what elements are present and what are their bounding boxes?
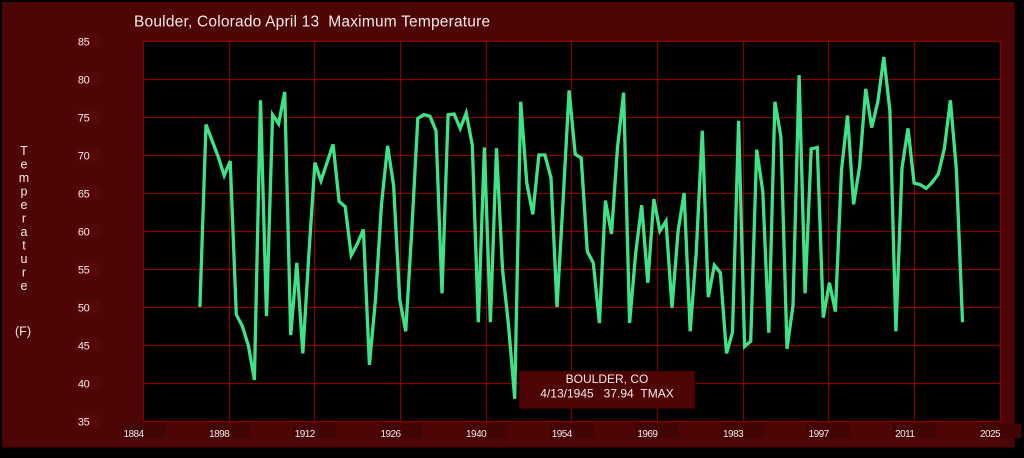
- svg-text:65: 65: [78, 189, 90, 201]
- svg-text:1926: 1926: [380, 429, 401, 440]
- svg-text:45: 45: [78, 341, 90, 353]
- svg-text:Boulder, Colorado April 13 Ma: Boulder, Colorado April 13 Maximum Tempe…: [134, 14, 490, 31]
- svg-text:T: T: [20, 144, 28, 158]
- svg-text:a: a: [21, 225, 28, 239]
- svg-text:80: 80: [78, 75, 90, 87]
- svg-text:2025: 2025: [980, 429, 1001, 440]
- svg-text:e: e: [21, 198, 28, 212]
- svg-text:(F): (F): [15, 324, 31, 338]
- svg-text:40: 40: [78, 379, 90, 391]
- svg-text:1898: 1898: [209, 429, 230, 440]
- svg-text:1884: 1884: [123, 429, 144, 440]
- svg-text:1969: 1969: [637, 429, 658, 440]
- svg-text:35: 35: [78, 417, 90, 429]
- svg-text:m: m: [19, 171, 29, 185]
- svg-text:e: e: [21, 279, 28, 293]
- svg-text:60: 60: [78, 227, 90, 239]
- svg-text:75: 75: [78, 113, 90, 125]
- svg-text:70: 70: [78, 151, 90, 163]
- svg-text:1912: 1912: [295, 429, 316, 440]
- svg-text:BOULDER, CO: BOULDER, CO: [566, 372, 649, 386]
- svg-text:e: e: [21, 158, 28, 172]
- svg-text:1997: 1997: [809, 429, 830, 440]
- svg-text:p: p: [21, 185, 28, 199]
- svg-text:1954: 1954: [552, 429, 573, 440]
- svg-text:85: 85: [78, 37, 90, 49]
- svg-text:r: r: [22, 266, 26, 280]
- svg-text:t: t: [22, 239, 26, 253]
- svg-text:2011: 2011: [895, 429, 915, 440]
- svg-text:50: 50: [78, 303, 90, 315]
- svg-text:55: 55: [78, 265, 90, 277]
- svg-text:u: u: [21, 252, 28, 266]
- svg-text:1983: 1983: [723, 429, 744, 440]
- svg-text:r: r: [22, 212, 26, 226]
- svg-text:1940: 1940: [466, 429, 487, 440]
- svg-text:4/13/1945 37.94 TMAX: 4/13/1945 37.94 TMAX: [540, 387, 673, 401]
